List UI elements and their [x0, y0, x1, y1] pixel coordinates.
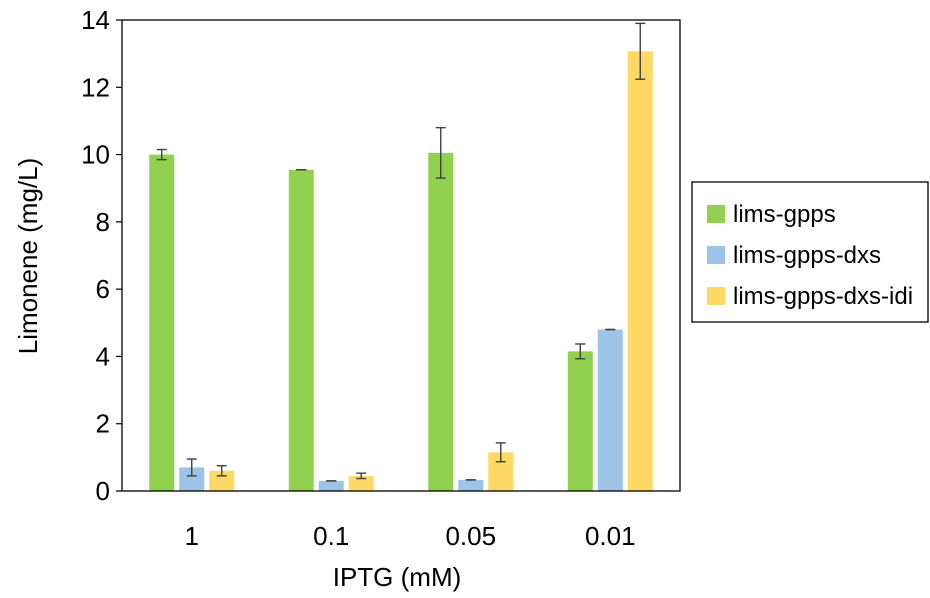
y-tick-label: 6	[96, 274, 110, 304]
bar	[567, 351, 593, 491]
bar	[288, 169, 314, 492]
y-tick-label: 14	[81, 5, 110, 35]
plot-area: 0 2 4 6 8 10 12 14 1 0.1 0.05 0.01	[81, 5, 681, 551]
bar	[597, 329, 623, 491]
x-axis-title: IPTG (mM)	[333, 562, 462, 592]
legend-swatch	[707, 205, 725, 223]
legend-box	[691, 181, 929, 323]
x-tick-label: 1	[185, 521, 199, 551]
y-tick-label: 12	[81, 72, 110, 102]
y-tick-label: 0	[96, 476, 110, 506]
bar	[348, 475, 374, 491]
legend-label: lims-gpps-dxs	[733, 242, 881, 269]
plot-frame	[121, 19, 681, 492]
legend-swatch	[707, 287, 725, 305]
x-tick-label: 0.01	[585, 521, 636, 551]
x-tick-label: 0.1	[313, 521, 349, 551]
bar	[318, 480, 344, 491]
bar	[179, 467, 205, 491]
bar	[627, 51, 653, 492]
x-tick-label: 0.05	[445, 521, 496, 551]
y-tick-label: 10	[81, 140, 110, 170]
bar	[149, 154, 175, 492]
bar	[458, 479, 484, 491]
bar	[209, 470, 235, 491]
legend-swatch	[707, 246, 725, 264]
y-axis-title: Limonene (mg/L)	[13, 158, 43, 355]
y-tick-label: 4	[96, 341, 110, 371]
y-tick-label: 8	[96, 207, 110, 237]
y-tick-label: 2	[96, 409, 110, 439]
legend: lims-gpps lims-gpps-dxs lims-gpps-dxs-idi	[691, 181, 929, 323]
legend-label: lims-gpps	[733, 201, 836, 228]
legend-label: lims-gpps-dxs-idi	[733, 283, 913, 310]
bar	[428, 152, 454, 491]
